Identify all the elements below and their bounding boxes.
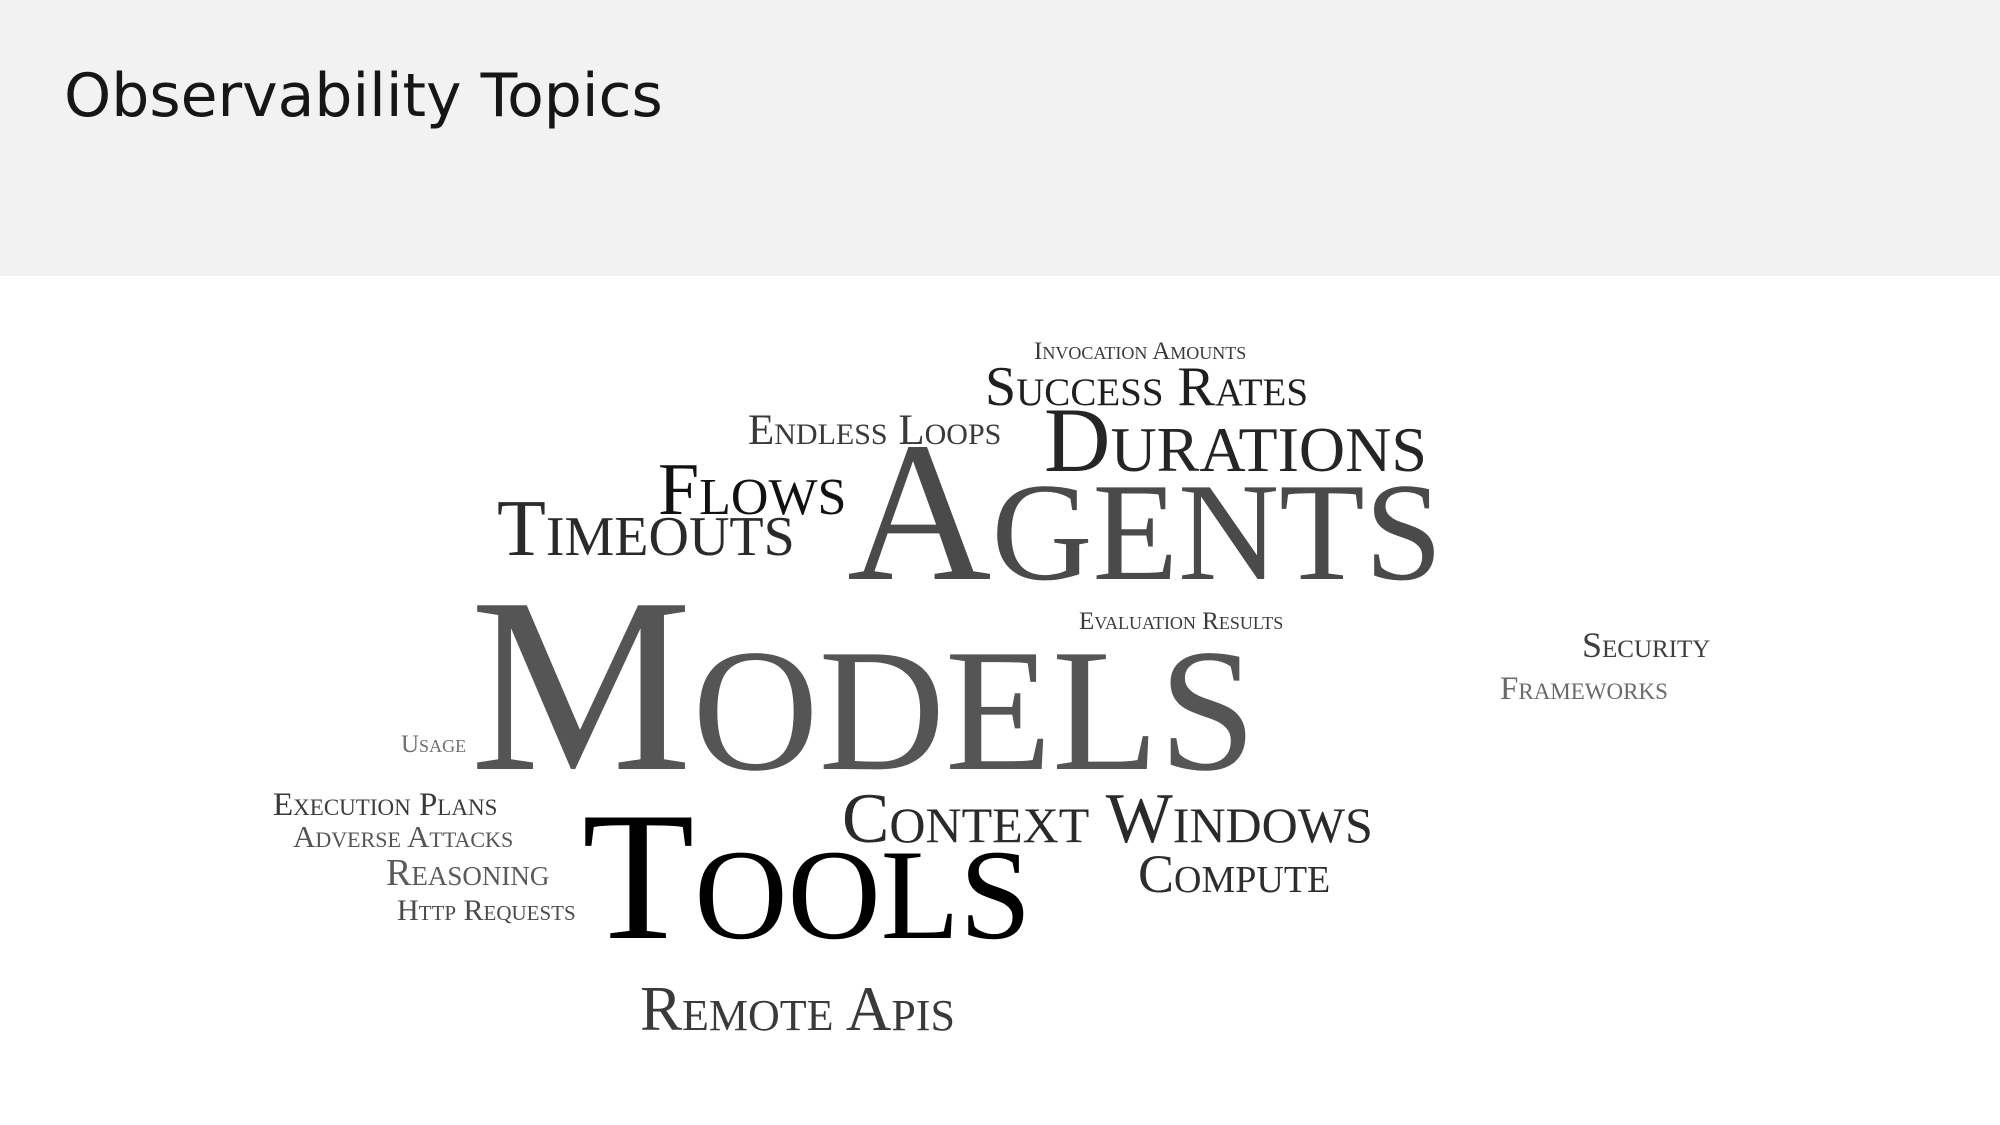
word-http-requests: Http Requests bbox=[397, 894, 576, 927]
word-invocation-amounts: Invocation Amounts bbox=[1034, 338, 1247, 365]
word-usage: Usage bbox=[401, 731, 467, 758]
word-models: Models bbox=[470, 547, 1257, 824]
word-flows: Flows bbox=[658, 449, 847, 531]
word-compute: Compute bbox=[1138, 844, 1331, 904]
page-title: Observability Topics bbox=[64, 61, 663, 131]
word-frameworks: Frameworks bbox=[1500, 671, 1668, 707]
word-timeouts: Timeouts bbox=[497, 485, 795, 573]
word-endless-loops: Endless Loops bbox=[748, 407, 1002, 454]
word-agents: Agents bbox=[847, 402, 1443, 623]
word-reasoning: Reasoning bbox=[386, 852, 550, 894]
word-cloud: Invocation Amounts Success Rates Endless L… bbox=[0, 276, 2000, 1125]
word-evaluation-results: Evaluation Results bbox=[1079, 608, 1284, 635]
word-tools: Tools bbox=[582, 774, 1032, 978]
word-adverse-attacks: Adverse Attacks bbox=[293, 819, 514, 854]
header-band: Observability Topics bbox=[0, 0, 2000, 276]
word-execution-plans: Execution Plans bbox=[273, 787, 498, 823]
word-security: Security bbox=[1582, 625, 1711, 665]
word-context-windows: Context Windows bbox=[842, 780, 1373, 858]
word-remote-apis: Remote Apis bbox=[640, 974, 955, 1044]
word-success-rates: Success Rates bbox=[985, 356, 1309, 418]
word-durations: Durations bbox=[1044, 389, 1427, 491]
